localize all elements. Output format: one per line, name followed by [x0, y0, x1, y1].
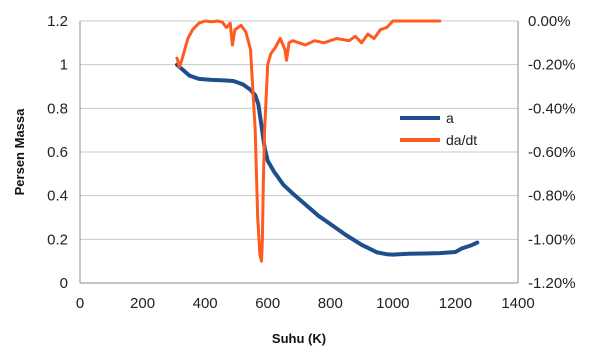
x-axis-title: Suhu (K) — [272, 331, 326, 346]
series-lines — [175, 19, 480, 263]
y-tick-label: 0.6 — [47, 144, 68, 161]
left-axis-tick-labels: 0 0.2 0.4 0.6 0.8 1 1.2 — [47, 13, 68, 292]
y2-tick-label: -0.20% — [528, 57, 576, 74]
x-tick-label: 1200 — [439, 295, 472, 312]
legend: a da/dt — [400, 110, 477, 148]
y-tick-label: 0.4 — [47, 188, 68, 205]
y-tick-label: 0 — [60, 275, 68, 292]
x-axis-tick-labels: 0 200 400 600 800 1000 1200 1400 — [76, 295, 535, 312]
legend-label: da/dt — [446, 132, 477, 148]
y-tick-label: 1 — [60, 57, 68, 74]
y2-tick-label: 0.00% — [528, 13, 571, 30]
y2-tick-label: -0.60% — [528, 144, 576, 161]
x-tick-label: 200 — [130, 295, 155, 312]
y-tick-label: 0.2 — [47, 231, 68, 248]
series-line-a — [175, 62, 480, 257]
y2-tick-label: -0.80% — [528, 188, 576, 205]
gridlines — [80, 20, 518, 240]
axes — [79, 21, 519, 284]
x-tick-label: 0 — [76, 295, 84, 312]
y2-tick-label: -1.20% — [528, 275, 576, 292]
x-tick-label: 1400 — [501, 295, 534, 312]
y-tick-label: 1.2 — [47, 13, 68, 30]
y-tick-label: 0.8 — [47, 100, 68, 117]
y-axis-title: Persen Massa — [12, 108, 27, 195]
right-axis-tick-labels: -1.20% -1.00% -0.80% -0.60% -0.40% -0.20% 0.00… — [528, 13, 576, 292]
series-line-da-dt — [175, 19, 442, 263]
y2-tick-label: -1.00% — [528, 231, 576, 248]
x-tick-label: 1000 — [376, 295, 409, 312]
x-tick-label: 800 — [318, 295, 343, 312]
x-tick-label: 400 — [193, 295, 218, 312]
y2-tick-label: -0.40% — [528, 100, 576, 117]
legend-label: a — [446, 110, 454, 126]
x-tick-label: 600 — [255, 295, 280, 312]
